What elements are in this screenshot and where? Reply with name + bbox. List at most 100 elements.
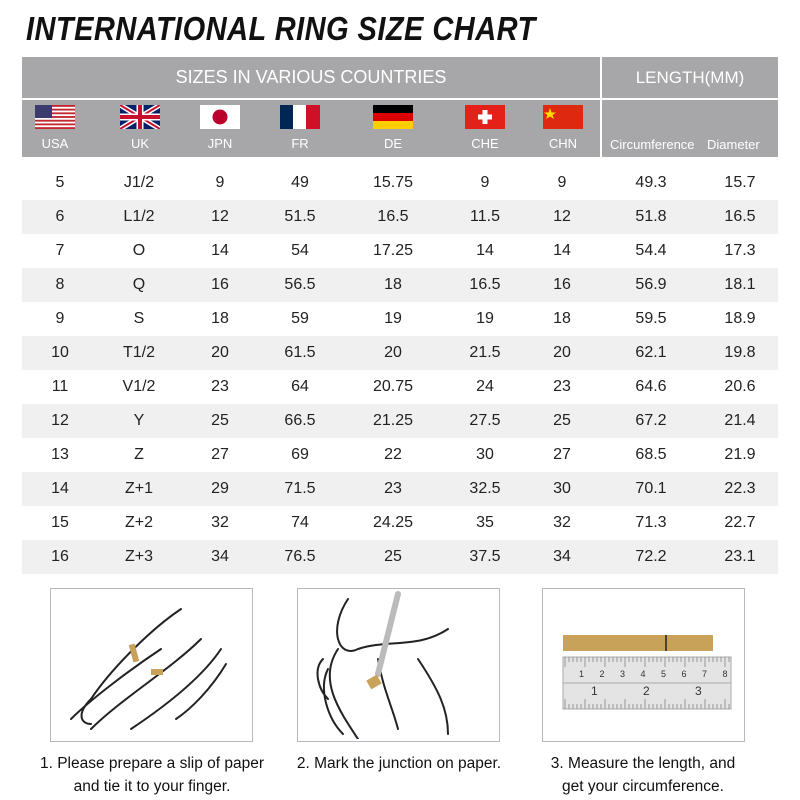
table-cell: 71.3 <box>635 514 667 531</box>
table-cell: 22.7 <box>724 514 756 531</box>
france-flag-icon <box>280 105 320 129</box>
table-cell: 22 <box>384 446 402 463</box>
circumference-header: Circumference <box>610 137 695 152</box>
caption-line: 1. Please prepare a slip of paper <box>39 755 265 772</box>
table-cell: 32 <box>553 514 571 531</box>
table-cell: 59 <box>291 310 309 327</box>
country-che: CHE <box>445 105 525 151</box>
country-code: DE <box>383 136 403 151</box>
table-cell: 72.2 <box>635 548 667 565</box>
table-row: 16 Z+3 34 76.5 25 37.5 34 72.2 23.1 <box>22 540 778 574</box>
ruler-inch-mark: 1 <box>591 684 598 698</box>
table-cell: 37.5 <box>469 548 501 565</box>
country-code: CHE <box>471 136 499 151</box>
table-cell: 15.7 <box>724 174 756 191</box>
table-cell: 51.5 <box>284 208 316 225</box>
table-cell: 74 <box>291 514 309 531</box>
table-cell: 34 <box>553 548 571 565</box>
ruler-cm-mark: 8 <box>723 669 728 679</box>
table-cell: 19 <box>476 310 494 327</box>
table-cell: 9 <box>55 310 65 327</box>
table-cell: 71.5 <box>284 480 316 497</box>
table-cell: 69 <box>291 446 309 463</box>
china-flag-icon <box>543 105 583 129</box>
switzerland-flag-icon <box>465 105 505 129</box>
table-cell: 20 <box>384 344 402 361</box>
table-cell: 23.1 <box>724 548 756 565</box>
table-cell: 25 <box>553 412 571 429</box>
table-cell: 9 <box>557 174 567 191</box>
table-cell: 62.1 <box>635 344 667 361</box>
table-cell: 9 <box>215 174 225 191</box>
table-cell: Z <box>134 446 144 463</box>
table-cell: T1/2 <box>122 344 155 361</box>
table-body: 5 J1/2 9 49 15.75 9 9 49.3 15.7 6 L1/2 12 51.5 16.5 11… <box>22 166 778 574</box>
table-cell: 5 <box>55 174 65 191</box>
caption-line: 3. Measure the length, and <box>550 755 736 772</box>
table-cell: 15 <box>51 514 69 531</box>
ruler-cm-mark: 3 <box>620 669 625 679</box>
table-cell: 25 <box>384 548 402 565</box>
table-cell: 20 <box>553 344 571 361</box>
table-cell: 20 <box>211 344 229 361</box>
table-cell: 16.5 <box>469 276 501 293</box>
country-de: DE <box>353 105 433 151</box>
table-cell: 18.1 <box>724 276 756 293</box>
table-row: 6 L1/2 12 51.5 16.5 11.5 12 51.8 16.5 <box>22 200 778 234</box>
table-cell: S <box>133 310 145 327</box>
table-cell: V1/2 <box>122 378 156 395</box>
table-cell: 16 <box>51 548 69 565</box>
table-cell: 15.75 <box>372 174 414 191</box>
table-cell: 24.25 <box>372 514 414 531</box>
table-header: SIZES IN VARIOUS COUNTRIES LENGTH(MM) US… <box>22 57 778 157</box>
table-cell: 22.3 <box>724 480 756 497</box>
table-cell: 13 <box>51 446 69 463</box>
table-cell: 17.25 <box>372 242 414 259</box>
table-row: 12 Y 25 66.5 21.25 27.5 25 67.2 21.4 <box>22 404 778 438</box>
step1-illustration <box>50 588 253 742</box>
ruler-cm-mark: 7 <box>702 669 707 679</box>
table-cell: 27 <box>553 446 571 463</box>
country-chn: CHN <box>523 105 603 151</box>
country-code: USA <box>41 136 69 151</box>
table-cell: 25 <box>211 412 229 429</box>
caption-line: and tie it to your finger. <box>73 778 231 795</box>
japan-flag-icon <box>200 105 240 129</box>
table-cell: 70.1 <box>635 480 667 497</box>
table-cell: 49.3 <box>635 174 667 191</box>
table-cell: 18.9 <box>724 310 756 327</box>
table-cell: 30 <box>476 446 494 463</box>
germany-flag-icon <box>373 105 413 129</box>
table-cell: 17.3 <box>724 242 756 259</box>
table-cell: 20.6 <box>724 378 756 395</box>
table-cell: 32.5 <box>469 480 501 497</box>
country-jpn: JPN <box>180 105 260 151</box>
ruler-inch-mark: 2 <box>643 684 650 698</box>
ring-size-table: SIZES IN VARIOUS COUNTRIES LENGTH(MM) US… <box>22 57 778 574</box>
ruler-cm-mark: 1 <box>579 669 584 679</box>
table-cell: 67.2 <box>635 412 667 429</box>
table-cell: 23 <box>553 378 571 395</box>
table-cell: 56.5 <box>284 276 316 293</box>
table-cell: Z+2 <box>124 514 153 531</box>
table-cell: 14 <box>553 242 571 259</box>
table-row: 7 O 14 54 17.25 14 14 54.4 17.3 <box>22 234 778 268</box>
table-cell: 30 <box>553 480 571 497</box>
table-row: 8 Q 16 56.5 18 16.5 16 56.9 18.1 <box>22 268 778 302</box>
table-cell: 64 <box>291 378 309 395</box>
ruler-cm-mark: 5 <box>661 669 666 679</box>
table-cell: 11.5 <box>470 208 500 225</box>
table-cell: L1/2 <box>123 208 155 225</box>
usa-flag-icon <box>35 105 75 129</box>
table-row: 5 J1/2 9 49 15.75 9 9 49.3 15.7 <box>22 166 778 200</box>
table-cell: 7 <box>55 242 65 259</box>
caption-line: get your circumference. <box>562 778 724 795</box>
country-usa: USA <box>15 105 95 151</box>
table-cell: 16 <box>211 276 229 293</box>
table-row: 14 Z+1 29 71.5 23 32.5 30 70.1 22.3 <box>22 472 778 506</box>
table-cell: 68.5 <box>635 446 667 463</box>
caption-line: 2. Mark the junction on paper. <box>296 755 502 772</box>
length-header: LENGTH(MM) <box>602 57 778 100</box>
table-cell: 21.5 <box>469 344 501 361</box>
country-code: UK <box>130 136 150 151</box>
